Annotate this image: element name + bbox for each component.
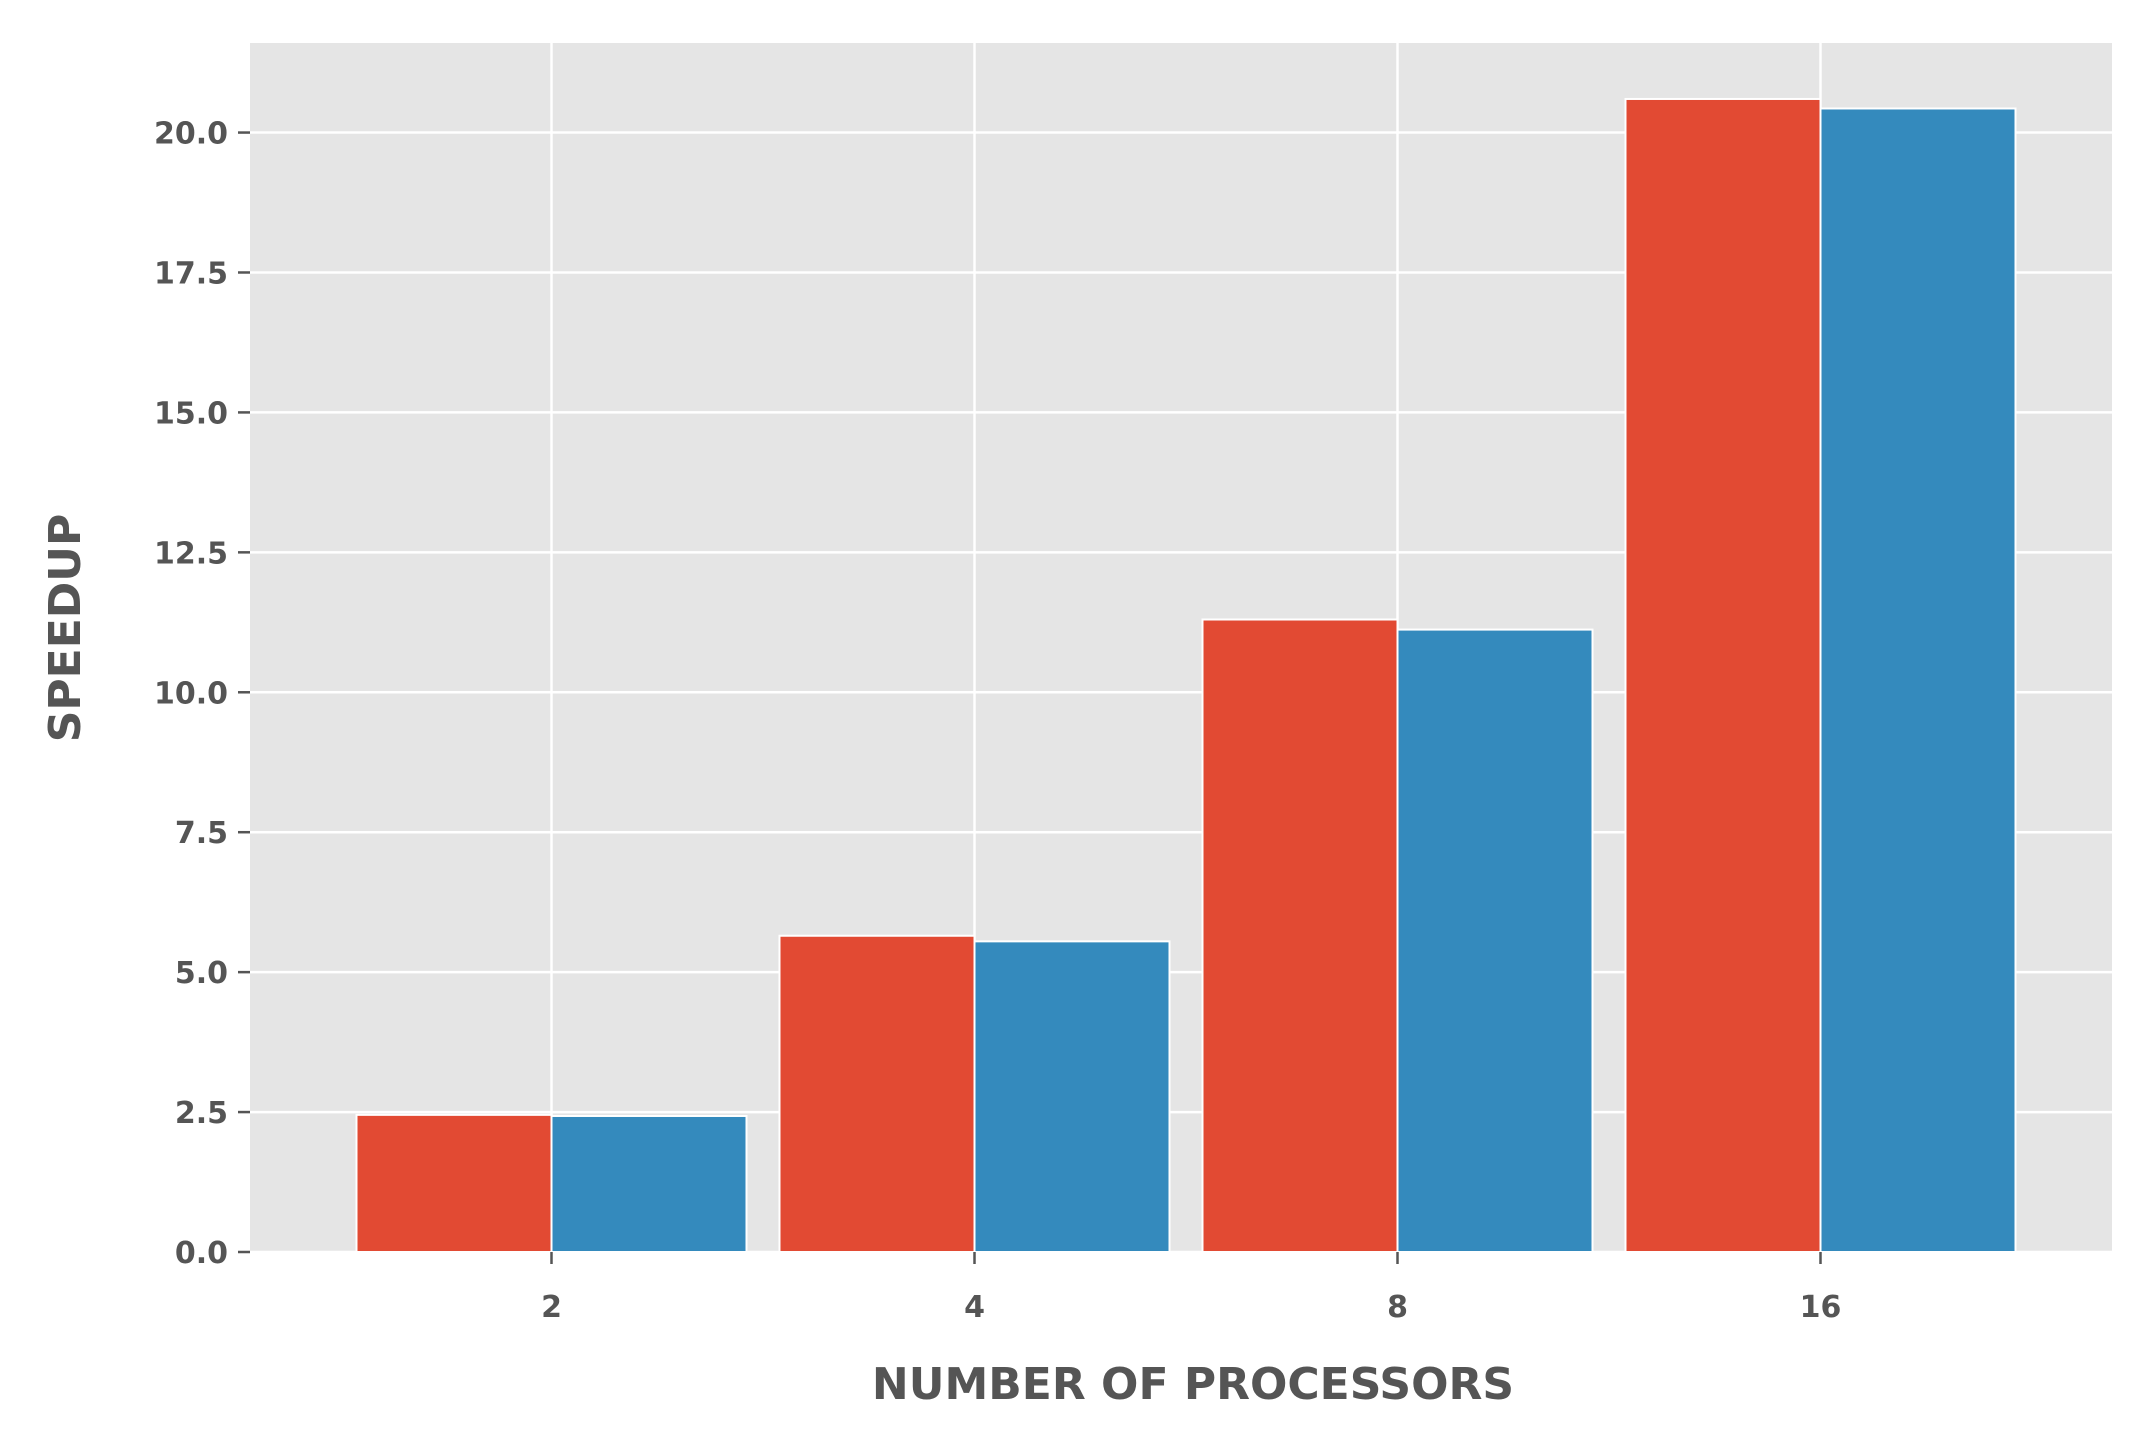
y-tick-label: 12.5 [154, 536, 228, 571]
x-tick-label: 16 [1800, 1290, 1842, 1325]
x-axis-label: NUMBER OF PROCESSORS [872, 1359, 1514, 1410]
bar-series-1-2 [355, 1113, 553, 1253]
bar-series-2-4 [973, 940, 1171, 1254]
x-tick-label: 8 [1387, 1290, 1408, 1325]
y-tick-label: 2.5 [175, 1096, 228, 1131]
bar-series-2-2 [550, 1114, 748, 1254]
y-tick-label: 17.5 [154, 256, 228, 291]
bar-series-1-8 [1201, 618, 1399, 1253]
bar-series-2-16 [1819, 107, 2017, 1253]
y-tick-label: 20.0 [154, 117, 228, 152]
y-axis-label: SPEEDUP [40, 514, 91, 743]
x-tick-label: 2 [541, 1290, 562, 1325]
axes: 0.0 2.5 5.0 7.5 10.0 12.5 15.0 17.5 20.0 2 4 8 16 [154, 117, 1841, 1325]
bar-series-1-4 [778, 934, 976, 1253]
x-tick-label: 4 [964, 1290, 985, 1325]
bar-series-2-8 [1396, 628, 1594, 1253]
y-tick-label: 0.0 [175, 1236, 228, 1271]
y-tick-label: 10.0 [154, 676, 228, 711]
bars [355, 97, 2017, 1254]
bar-series-1-16 [1624, 97, 1822, 1254]
y-tick-label: 7.5 [175, 816, 228, 851]
y-tick-label: 5.0 [175, 956, 228, 991]
y-tick-label: 15.0 [154, 396, 228, 431]
